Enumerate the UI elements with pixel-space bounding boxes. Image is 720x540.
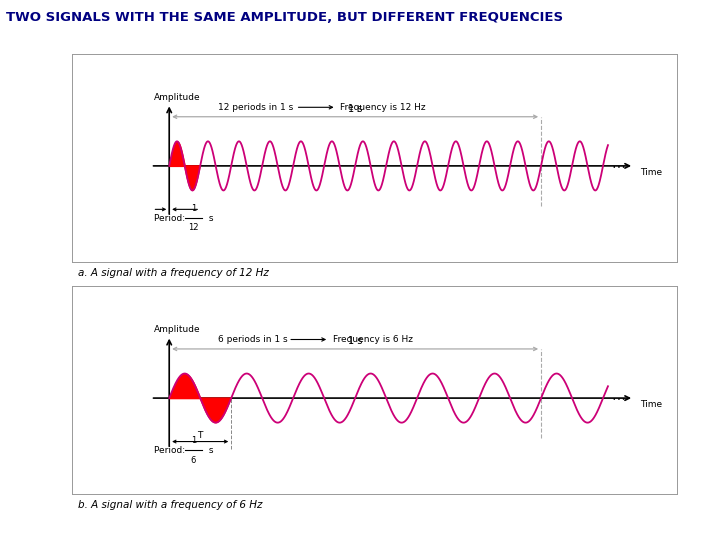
Text: ⋯: ⋯	[612, 391, 626, 405]
Text: s: s	[207, 213, 214, 222]
Text: 1: 1	[191, 436, 196, 445]
Text: 1 s: 1 s	[348, 104, 362, 114]
Text: b. A signal with a frequency of 6 Hz: b. A signal with a frequency of 6 Hz	[78, 501, 263, 510]
Text: Period:: Period:	[154, 213, 189, 222]
Text: TWO SIGNALS WITH THE SAME AMPLITUDE, BUT DIFFERENT FREQUENCIES: TWO SIGNALS WITH THE SAME AMPLITUDE, BUT…	[6, 11, 563, 24]
Text: T: T	[197, 431, 203, 440]
Text: 1 s: 1 s	[348, 336, 362, 346]
Text: Time: Time	[639, 400, 662, 409]
Text: 12 periods in 1 s: 12 periods in 1 s	[217, 103, 293, 112]
Text: Frequency is 12 Hz: Frequency is 12 Hz	[341, 103, 426, 112]
Text: Time: Time	[639, 168, 662, 177]
Text: 1: 1	[191, 204, 196, 213]
Text: s: s	[207, 446, 214, 455]
Text: Period:: Period:	[154, 446, 189, 455]
Text: a. A signal with a frequency of 12 Hz: a. A signal with a frequency of 12 Hz	[78, 268, 269, 278]
Text: 6 periods in 1 s: 6 periods in 1 s	[217, 335, 287, 344]
Text: 6: 6	[191, 456, 196, 464]
Text: ⋯: ⋯	[612, 159, 626, 173]
Text: Amplitude: Amplitude	[154, 325, 201, 334]
Text: Frequency is 6 Hz: Frequency is 6 Hz	[333, 335, 413, 344]
Text: Amplitude: Amplitude	[154, 93, 201, 102]
Text: 12: 12	[188, 224, 199, 232]
